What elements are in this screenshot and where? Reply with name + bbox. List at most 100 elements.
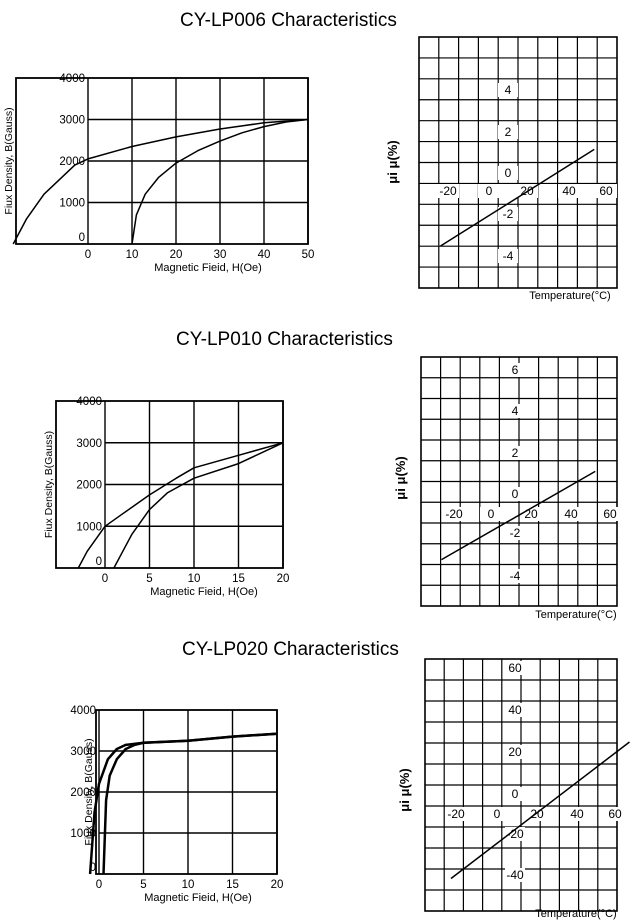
temp-0-y-tick-bg (498, 249, 518, 263)
bh-2-y-tick: 4000 (70, 705, 96, 717)
temp-2-y-tick-bg (505, 745, 525, 759)
temp-0-x-tick: 40 (562, 184, 576, 198)
bh-1-x-tick: 0 (102, 573, 108, 585)
temp-1-x-label: Temperature(°C) (535, 609, 616, 621)
bh-2-y-label: Fiux Density, B(Gauss) (83, 738, 95, 845)
bh-0-y-tick: 1000 (59, 198, 85, 210)
temp-0-x-label: Temperature(°C) (529, 290, 610, 302)
bh-1-x-tick: 15 (232, 573, 245, 585)
temp-0-y-tick-bg (498, 125, 518, 139)
temp-1-x-tick-bg (480, 507, 502, 521)
temp-1-x-tick-bg (560, 507, 582, 521)
temp-1-y-label: μi μ(%) (393, 456, 408, 499)
temp-1-y-tick: 4 (512, 404, 519, 418)
temp-2-x-tick: -20 (447, 807, 465, 821)
temp-2-y-tick-bg (505, 703, 525, 717)
bh-1-y-tick: 1000 (76, 521, 102, 533)
temp-2-x-tick-bg (486, 807, 508, 821)
bh-0-x-label: Magnetic Fieid, H(Oe) (154, 262, 262, 274)
bh-2-x-tick: 20 (271, 879, 284, 891)
temp-0-x-tick-bg (595, 184, 617, 198)
temp-1-y-tick-bg (505, 446, 525, 460)
bh-1-x-label: Magnetic Fieid, H(Oe) (150, 586, 258, 598)
bh-1-y-tick: 3000 (76, 438, 102, 450)
temp-2-y-tick-bg (505, 661, 525, 675)
temp-1-y-tick: 6 (512, 363, 519, 377)
bh-0-x-tick: 30 (214, 249, 227, 261)
temp-0-series-0 (440, 148, 595, 247)
temp-1-x-tick-bg (443, 507, 465, 521)
bh-1-y-label: Fiux Density, B(Gauss) (43, 431, 55, 538)
temp-2-y-label: μi μ(%) (397, 768, 412, 811)
temp-1-x-tick: 20 (524, 507, 538, 521)
bh-2-y-tick: 0 (90, 862, 96, 874)
temp-0-y-tick: 2 (505, 125, 512, 139)
temp-0-x-tick-bg (478, 184, 500, 198)
temp-0-y-label: μi μ(%) (385, 140, 400, 183)
section-title-lp006: CY-LP006 Characteristics (180, 10, 397, 31)
bh-0-x-tick: 10 (126, 249, 139, 261)
bh-1-x-tick: 5 (146, 573, 152, 585)
temp-2-x-tick: 60 (608, 807, 622, 821)
temp-1-y-tick-bg (505, 404, 525, 418)
bh-0-x-tick: 0 (85, 249, 91, 261)
temp-0-y-tick: -4 (503, 249, 514, 263)
bh-1-y-tick: 4000 (76, 396, 102, 408)
temp-0-x-tick: 60 (599, 184, 613, 198)
bh-0-y-tick: 2000 (59, 156, 85, 168)
temp-1-y-tick: 2 (512, 446, 519, 460)
temp-2-y-tick: 60 (508, 661, 522, 675)
temp-1-y-tick-bg (505, 526, 525, 540)
temp-2-y-tick-bg (505, 868, 525, 882)
temp-2-series-0 (450, 741, 630, 880)
temp-2-y-tick: 0 (512, 787, 519, 801)
temp-1-y-tick-bg (505, 487, 525, 501)
temp-1-x-tick: -20 (445, 507, 463, 521)
temp-0-y-tick-bg (498, 207, 518, 221)
temp-0-x-tick-bg (437, 184, 459, 198)
bh-2-x-tick: 5 (140, 879, 146, 891)
bh-2-x-tick: 0 (96, 879, 102, 891)
temp-2-x-tick-bg (566, 807, 588, 821)
bh-0-x-tick: 40 (258, 249, 271, 261)
temp-2-x-tick: 40 (570, 807, 584, 821)
temp-0-y-tick: 4 (505, 83, 512, 97)
temp-0-x-tick-bg (558, 184, 580, 198)
bh-0-y-label: Fiux Density, B(Gauss) (3, 107, 15, 214)
temp-1-x-tick-bg (599, 507, 621, 521)
bh-2-x-tick: 15 (226, 879, 239, 891)
bh-2-y-tick: 3000 (70, 746, 96, 758)
bh-2-x-tick: 10 (182, 879, 195, 891)
bh-0-y-tick: 3000 (59, 115, 85, 127)
bh-1-y-tick: 2000 (76, 480, 102, 492)
temp-0-y-tick-bg (498, 166, 518, 180)
bh-0-x-tick: 20 (170, 249, 183, 261)
bh-2-x-label: Magnetic Fieid, H(Oe) (144, 892, 252, 904)
bh-1-x-tick: 10 (188, 573, 201, 585)
temp-1-y-tick: -4 (510, 569, 521, 583)
temp-1-y-tick-bg (505, 363, 525, 377)
temp-2-y-tick-bg (505, 787, 525, 801)
bh-1-series-1 (113, 442, 284, 569)
temp-2-y-tick: -20 (506, 827, 524, 841)
temp-2-y-tick: -40 (506, 868, 524, 882)
temp-0-y-tick: -2 (503, 207, 514, 221)
bh-1-series-0 (77, 442, 284, 569)
temp-1-x-tick-bg (520, 507, 542, 521)
bh-0-series-1 (131, 118, 309, 245)
temp-2-x-tick-bg (445, 807, 467, 821)
temp-0-x-tick: -20 (439, 184, 457, 198)
temp-1-y-tick: 0 (512, 487, 519, 501)
section-title-lp020: CY-LP020 Characteristics (182, 639, 399, 660)
temp-2-x-tick: 0 (494, 807, 501, 821)
bh-2-y-tick: 2000 (70, 787, 96, 799)
temp-0-y-tick-bg (498, 83, 518, 97)
temp-2-x-tick-bg (604, 807, 626, 821)
temp-0-y-tick: 0 (505, 166, 512, 180)
bh-1-y-tick: 0 (96, 556, 102, 568)
bh-0-y-tick: 0 (79, 232, 85, 244)
temp-1-y-tick-bg (505, 569, 525, 583)
temp-1-series-0 (441, 470, 596, 561)
bh-0-x-tick: 50 (302, 249, 315, 261)
